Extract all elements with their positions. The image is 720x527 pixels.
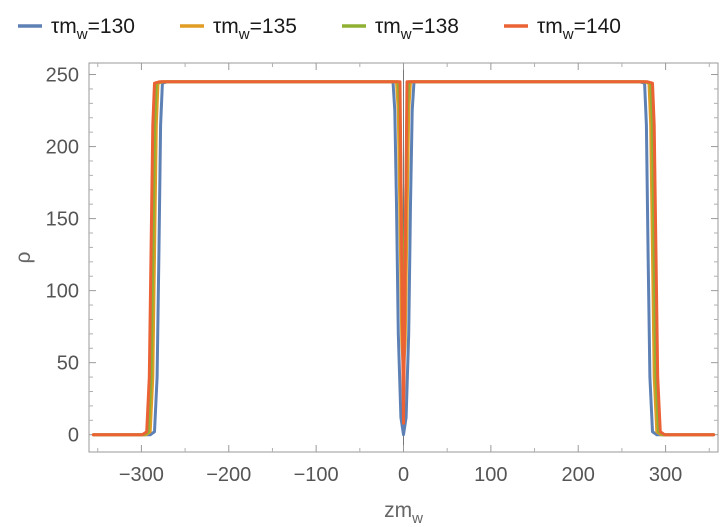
x-axis-title-subscript: w	[411, 510, 423, 527]
x-tick-label: 300	[649, 464, 682, 486]
x-tick-labels: −300 −200 −100 0 100 200 300	[119, 464, 682, 486]
y-tick-label: 150	[46, 209, 79, 231]
x-tick-label: 100	[474, 464, 507, 486]
legend-label-1: τmw=130	[51, 15, 135, 43]
y-tick-labels: 0 50 100 150 200 250	[46, 65, 79, 447]
x-axis-title-main: zm	[384, 499, 412, 522]
legend-label-4: τmw=140	[537, 15, 621, 43]
plot-area	[88, 62, 719, 453]
x-tick-label: −100	[294, 464, 339, 486]
legend-label-3: τmw=138	[375, 15, 459, 43]
legend: τmw=130 τmw=135 τmw=138 τmw=140	[18, 15, 621, 43]
series-line-4	[91, 80, 716, 437]
x-axis-title: zmw	[384, 499, 423, 527]
series-line-1	[91, 80, 716, 437]
x-tick-label: 0	[398, 464, 409, 486]
y-tick-label: 200	[46, 137, 79, 159]
series-lines	[91, 80, 716, 437]
y-tick-label: 250	[46, 65, 79, 87]
x-tick-label: 200	[562, 464, 595, 486]
y-tick-label: 0	[68, 425, 79, 447]
y-axis-title: ρ	[12, 251, 35, 263]
legend-label-2: τmw=135	[213, 15, 297, 43]
y-tick-label: 50	[57, 353, 79, 375]
x-tick-label: −200	[206, 464, 251, 486]
y-tick-label: 100	[46, 281, 79, 303]
x-tick-label: −300	[119, 464, 164, 486]
